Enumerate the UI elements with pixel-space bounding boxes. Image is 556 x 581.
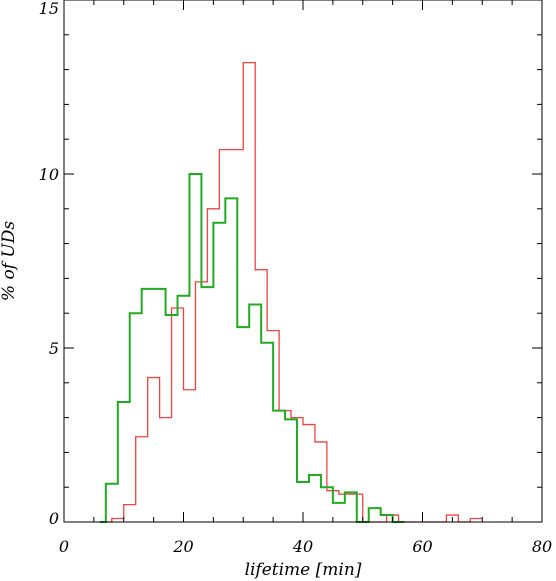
x-tick-label: 80 [532, 537, 552, 556]
histogram-series-1 [99, 61, 483, 523]
y-tick-label: 5 [49, 339, 59, 358]
x-tick-label: 40 [292, 537, 313, 556]
x-tick-label: 0 [59, 537, 69, 556]
x-axis-title: lifetime [min] [245, 560, 362, 580]
y-tick-label: 0 [49, 509, 59, 528]
y-axis-title: % of UDs [0, 221, 19, 301]
histogram-series-2 [99, 173, 405, 523]
series-layer [99, 61, 483, 523]
x-tick-label: 60 [412, 537, 432, 556]
y-tick-label: 10 [39, 165, 59, 184]
x-tick-label: 20 [172, 537, 193, 556]
y-tick-label: 15 [39, 0, 59, 18]
ticks-layer: 0 20 40 60 80 0 5 10 15 [39, 0, 552, 556]
